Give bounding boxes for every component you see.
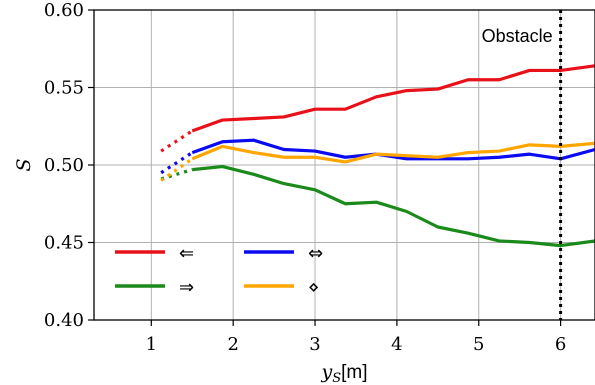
series-dotted-segment: [160, 129, 194, 153]
legend: ⇐ ⇔ ⇒ ⋄: [115, 243, 323, 298]
y-tick-label: 0.60: [44, 0, 84, 21]
legend-entry-label: ⇒: [179, 277, 194, 298]
y-tick-label: 0.50: [44, 155, 84, 176]
x-tick-label: 5: [473, 334, 484, 355]
x-tick-label: 2: [227, 334, 238, 355]
series-dotted-segment: [160, 157, 194, 182]
x-tick-label: 4: [391, 334, 402, 355]
x-tick-label: 3: [309, 334, 320, 355]
x-axis-label: yS[m]: [320, 361, 367, 385]
x-axis-label-var: y: [320, 361, 332, 383]
legend-entry-label: ⋄: [308, 277, 319, 298]
x-tick-label: 6: [555, 334, 566, 355]
series-dotted-segment: [160, 168, 193, 181]
series-line: [192, 164, 595, 248]
y-tick-label: 0.45: [44, 233, 84, 254]
x-axis-label-sub: S: [332, 371, 341, 385]
series-dotted-segment: [160, 151, 194, 175]
legend-entry-label: ⇐: [179, 243, 194, 264]
legend-entry-label: ⇔: [308, 243, 323, 264]
y-tick-label: 0.55: [44, 78, 84, 99]
obstacle-marker: Obstacle: [482, 10, 563, 320]
x-axis-label-unit: [m]: [341, 362, 367, 383]
axis-ticks: 1 2 3 4 5 6 0.40 0.45 0.50 0.55 0.60: [44, 0, 566, 355]
obstacle-label: Obstacle: [482, 26, 553, 46]
x-tick-label: 1: [146, 334, 157, 355]
series-line: [191, 141, 595, 164]
y-tick-label: 0.40: [44, 310, 84, 331]
series-lines: [160, 64, 595, 248]
grid-lines: [94, 9, 595, 321]
series-line: [191, 64, 595, 133]
y-axis-label: S: [13, 158, 35, 171]
